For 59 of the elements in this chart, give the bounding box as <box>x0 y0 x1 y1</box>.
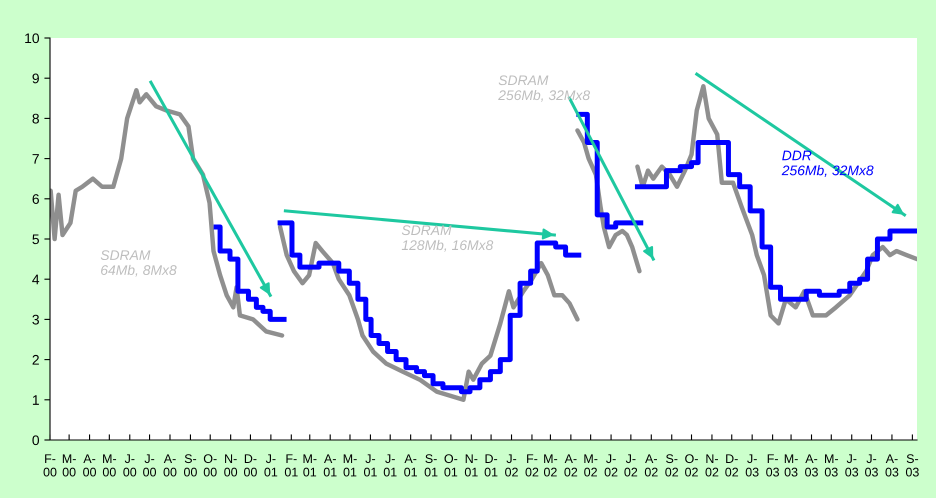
x-tick-label: J- 02 <box>604 454 618 477</box>
x-tick-label: J- 03 <box>865 454 878 477</box>
y-tick-label: 4 <box>32 274 40 284</box>
x-tick-label: S- 02 <box>665 454 678 477</box>
x-tick-label: M- 01 <box>344 454 357 477</box>
x-tick-label: A- 00 <box>164 454 176 477</box>
x-tick-label: N- 01 <box>464 454 478 477</box>
y-tick-label: 0 <box>32 435 40 446</box>
x-tick-label: A- 02 <box>564 454 578 477</box>
x-tick-label: J- 02 <box>505 454 518 477</box>
x-tick-label: O- 00 <box>204 454 217 477</box>
y-tick-label: 5 <box>32 234 39 244</box>
x-tick-label: O- 01 <box>444 454 458 477</box>
x-tick-label: A- 01 <box>404 454 417 477</box>
x-tick-label: J- 00 <box>143 454 156 477</box>
x-tick-label: O- 02 <box>685 454 698 477</box>
x-tick-label: J- 01 <box>364 454 377 477</box>
x-tick-label: M- 02 <box>544 454 558 477</box>
x-tick-label: F- 01 <box>284 454 298 477</box>
annotation: SDRAM 64Mb, 8Mx8 <box>100 250 177 277</box>
x-tick-label: M- 02 <box>584 454 598 477</box>
x-tick-label: N- 02 <box>705 454 718 477</box>
x-tick-label: J- 03 <box>845 454 858 477</box>
x-tick-label: J- 01 <box>264 454 278 477</box>
x-tick-label: S- 00 <box>184 454 197 477</box>
x-tick-label: F- 03 <box>766 454 780 477</box>
x-tick-label: J- 01 <box>384 454 397 477</box>
x-tick-label: M- 00 <box>102 454 116 477</box>
x-tick-label: F- 00 <box>44 454 56 477</box>
x-tick-label: S- 03 <box>906 454 919 477</box>
line-series <box>50 88 284 338</box>
x-tick-label: M- 03 <box>784 454 798 477</box>
x-tick-label: M- 00 <box>62 454 76 477</box>
y-tick-label: 6 <box>32 194 39 204</box>
y-tick-label: 3 <box>32 314 39 325</box>
y-tick-label: 10 <box>25 33 40 44</box>
x-tick-label: J- 02 <box>624 454 638 477</box>
x-tick-label: A- 00 <box>83 454 96 477</box>
x-tick-label: S- 01 <box>424 454 438 477</box>
x-tick-label: D- 01 <box>484 454 498 477</box>
y-tick-label: 8 <box>32 114 39 124</box>
x-tick-label: M- 03 <box>824 454 838 477</box>
y-tick-label: 1 <box>32 395 39 405</box>
x-tick-label: J- 03 <box>746 454 759 477</box>
annotation: SDRAM 256Mb, 32Mx8 <box>498 75 590 102</box>
x-tick-label: A- 03 <box>885 454 898 477</box>
y-tick-label: 2 <box>32 354 39 365</box>
x-tick-label: A- 01 <box>324 454 337 477</box>
x-tick-label: D- 00 <box>244 454 257 477</box>
x-tick-label: F- 02 <box>525 454 538 477</box>
y-tick-label: 9 <box>32 74 39 84</box>
y-tick-label: 7 <box>32 154 39 164</box>
x-tick-label: M- 01 <box>303 454 317 477</box>
annotation: SDRAM 128Mb, 16Mx8 <box>402 225 494 252</box>
x-tick-label: A- 02 <box>644 454 658 477</box>
x-tick-label: A- 03 <box>805 454 818 477</box>
x-tick-label: N- 00 <box>224 454 238 477</box>
x-tick-label: D- 02 <box>725 454 738 477</box>
x-tick-label: J- 00 <box>123 454 136 477</box>
